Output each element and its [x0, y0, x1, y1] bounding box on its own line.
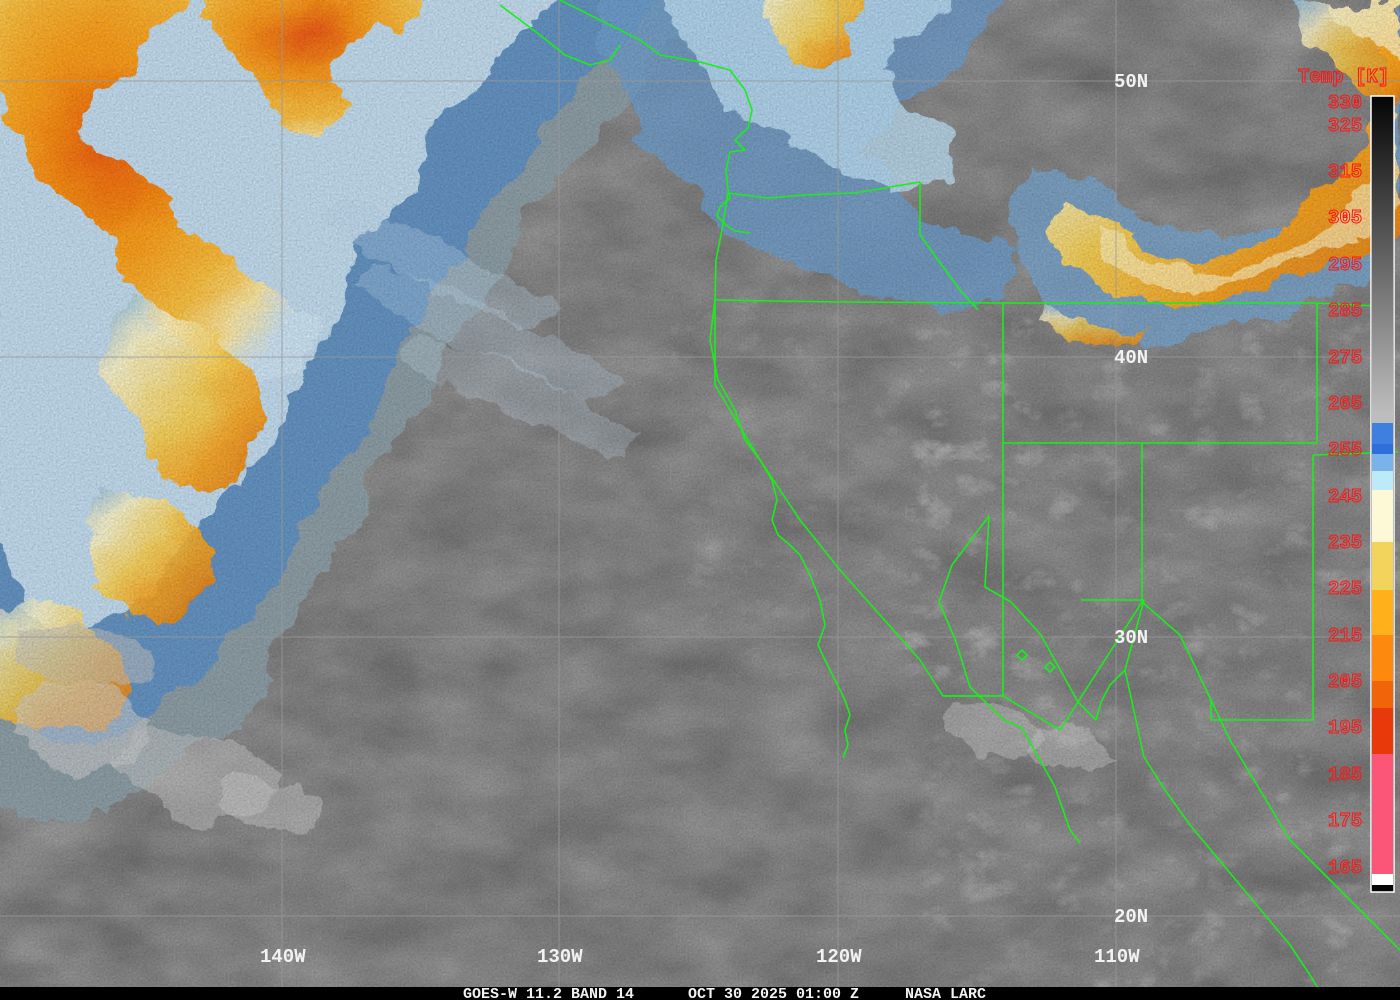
svg-text:40N: 40N: [1114, 347, 1148, 369]
svg-text:50N: 50N: [1114, 71, 1148, 93]
svg-text:OCT 30 2025 01:00 Z: OCT 30 2025 01:00 Z: [688, 986, 859, 1000]
svg-text:140W: 140W: [260, 946, 306, 968]
svg-text:235: 235: [1328, 532, 1362, 554]
svg-text:215: 215: [1328, 625, 1362, 647]
svg-text:30N: 30N: [1114, 627, 1148, 649]
svg-text:245: 245: [1328, 486, 1362, 508]
svg-text:120W: 120W: [816, 946, 862, 968]
svg-text:185: 185: [1328, 764, 1362, 786]
svg-text:195: 195: [1328, 717, 1362, 739]
svg-text:255: 255: [1328, 439, 1362, 461]
svg-text:GOES-W 11.2 BAND 14: GOES-W 11.2 BAND 14: [463, 986, 634, 1000]
svg-text:130W: 130W: [537, 946, 583, 968]
svg-text:285: 285: [1328, 300, 1362, 322]
svg-text:Temp [K]: Temp [K]: [1298, 66, 1389, 88]
svg-text:275: 275: [1328, 347, 1362, 369]
svg-text:315: 315: [1328, 161, 1362, 183]
svg-text:110W: 110W: [1094, 946, 1140, 968]
svg-text:295: 295: [1328, 254, 1362, 276]
svg-text:330: 330: [1328, 92, 1362, 114]
svg-text:265: 265: [1328, 393, 1362, 415]
svg-text:20N: 20N: [1114, 906, 1148, 928]
svg-text:325: 325: [1328, 115, 1362, 137]
svg-text:165: 165: [1328, 857, 1362, 879]
svg-text:225: 225: [1328, 578, 1362, 600]
svg-text:205: 205: [1328, 671, 1362, 693]
svg-text:175: 175: [1328, 810, 1362, 832]
svg-text:NASA LARC: NASA LARC: [905, 986, 986, 1000]
svg-text:305: 305: [1328, 207, 1362, 229]
